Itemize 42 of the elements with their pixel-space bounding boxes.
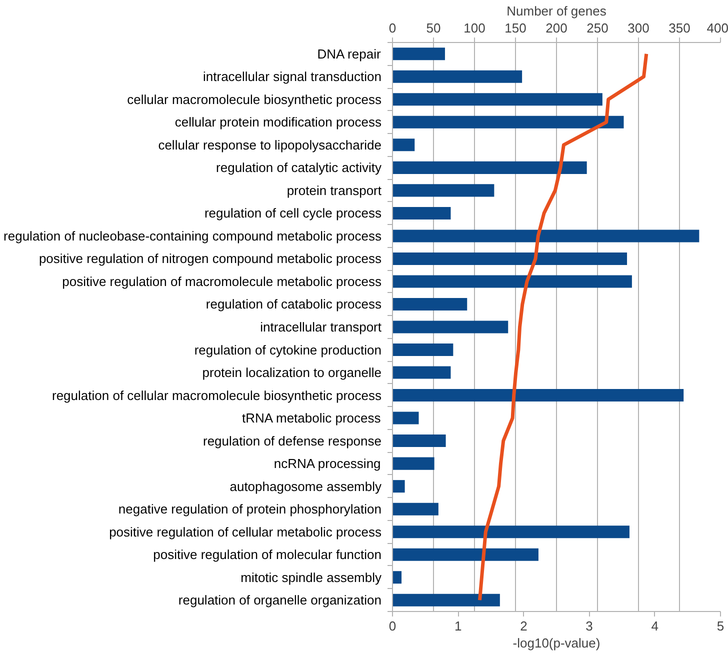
x-tick-label: 2 bbox=[520, 618, 528, 634]
x2-axis-title: Number of genes bbox=[506, 4, 607, 18]
y-tick-label: cellular macromolecule biosynthetic process bbox=[127, 92, 382, 107]
x2-tick-label: 400 bbox=[706, 20, 728, 36]
x2-tick-label: 150 bbox=[504, 20, 526, 36]
x-tick-label: 3 bbox=[586, 618, 593, 634]
x2-tick-label: 250 bbox=[586, 20, 608, 36]
y-tick-label: regulation of defense response bbox=[202, 433, 382, 448]
x2-tick-label: 200 bbox=[546, 20, 568, 36]
x2-tick-label: 0 bbox=[388, 20, 396, 36]
y-tick-label: tRNA metabolic process bbox=[242, 410, 382, 426]
y-tick-label: positive regulation of molecular function bbox=[153, 547, 382, 562]
y-tick-label: cellular response to lipopolysaccharide bbox=[158, 137, 382, 152]
x-tick-label: 4 bbox=[651, 618, 659, 634]
x-tick-label: 1 bbox=[454, 618, 462, 634]
y-tick-label: regulation of nucleobase-containing compound metabolic process bbox=[4, 228, 382, 244]
x-axis-title: -log10(p-value) bbox=[512, 636, 600, 650]
y-tick-label: regulation of cell cycle process bbox=[204, 206, 382, 221]
y-tick-label: regulation of catabolic process bbox=[206, 296, 382, 312]
x-tick-label: 5 bbox=[716, 618, 724, 634]
y-tick-label: protein localization to organelle bbox=[202, 365, 382, 380]
y-tick-label: mitotic spindle assembly bbox=[240, 570, 382, 585]
y-tick-label: regulation of organelle organization bbox=[178, 592, 382, 608]
y-tick-label: DNA repair bbox=[317, 46, 382, 62]
x2-tick-label: 50 bbox=[426, 20, 441, 36]
x2-tick-label: 100 bbox=[464, 20, 486, 36]
y-tick-label: regulation of cellular macromolecule biosynthetic process bbox=[52, 388, 382, 403]
x-tick-label: 0 bbox=[388, 618, 396, 634]
y-tick-label: regulation of catalytic activity bbox=[216, 160, 382, 176]
y-tick-label: intracellular transport bbox=[260, 320, 382, 334]
y-tick-label: cellular protein modification process bbox=[174, 114, 382, 130]
x2-tick-label: 350 bbox=[668, 20, 690, 36]
y-tick-label: intracellular signal transduction bbox=[203, 69, 382, 84]
y-tick-label: negative regulation of protein phosphorylation bbox=[118, 502, 382, 517]
y-tick-label: regulation of cytokine production bbox=[194, 342, 382, 358]
y-tick-label: positive regulation of macromolecule metabolic process bbox=[62, 274, 382, 289]
y-tick-label: protein transport bbox=[286, 182, 382, 198]
y-tick-label: ncRNA processing bbox=[274, 456, 381, 472]
y-tick-label: positive regulation of nitrogen compound metabolic process bbox=[38, 251, 382, 266]
y-tick-label: autophagosome assembly bbox=[230, 478, 382, 494]
x2-tick-label: 300 bbox=[628, 20, 650, 36]
y-tick-label: positive regulation of cellular metabolic process bbox=[109, 524, 382, 540]
